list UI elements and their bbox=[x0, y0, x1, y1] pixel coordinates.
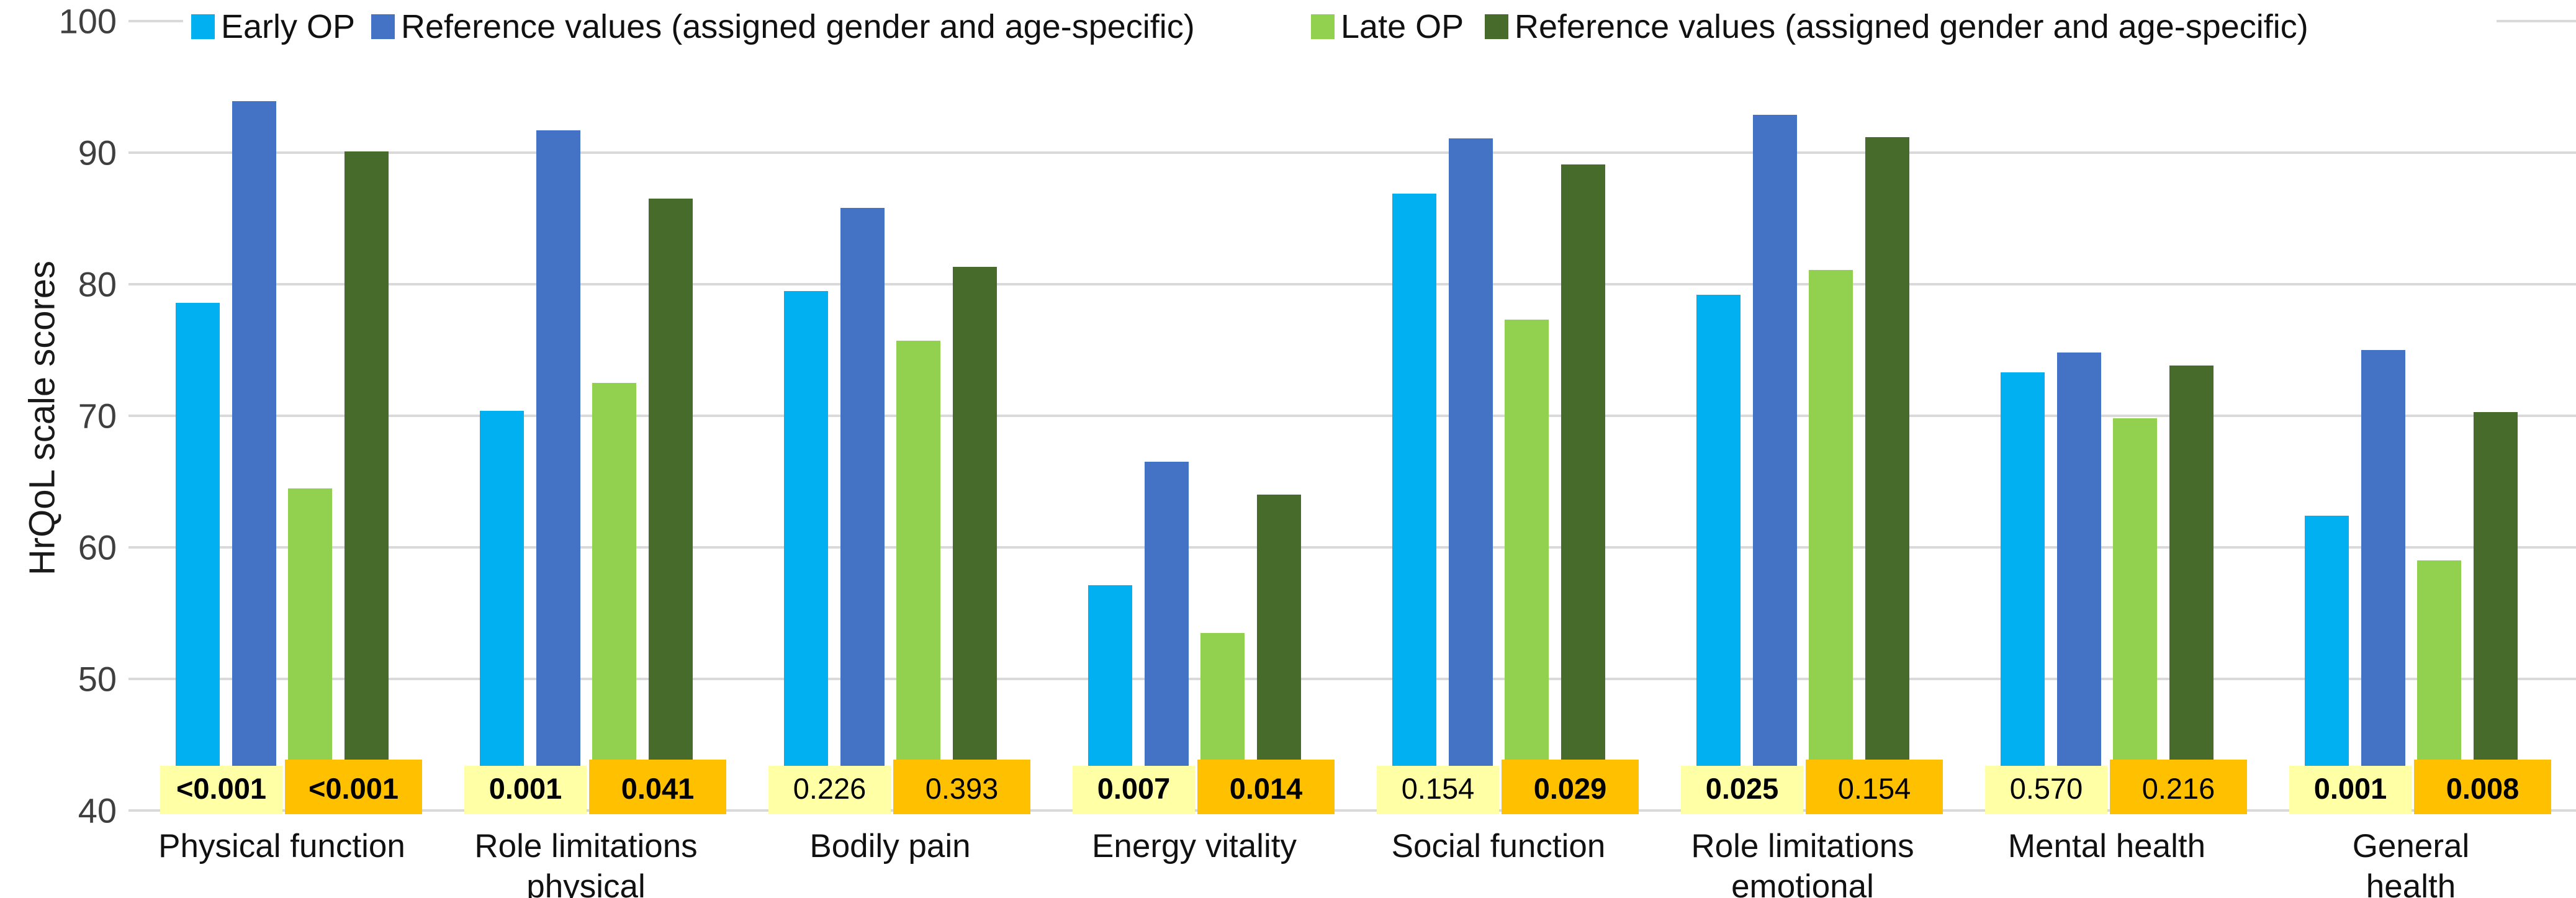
bar-reference-late bbox=[649, 199, 693, 813]
bar-early-op bbox=[1696, 295, 1741, 813]
gridline bbox=[128, 546, 2576, 549]
legend-label: Reference values (assigned gender and ag… bbox=[401, 8, 1195, 45]
bar-reference-early bbox=[536, 130, 580, 813]
p-value-early-vs-reference: 0.001 bbox=[464, 766, 587, 814]
bar-reference-early bbox=[2057, 352, 2101, 813]
x-axis-line bbox=[128, 809, 2576, 812]
bar-reference-early bbox=[1753, 115, 1797, 813]
bar-reference-late bbox=[1561, 164, 1605, 813]
bar-reference-early bbox=[1145, 462, 1189, 813]
x-category-label: Role limitations emotional bbox=[1691, 828, 1914, 898]
x-category-label: Energy vitality bbox=[1092, 828, 1297, 864]
p-value-text: 0.014 bbox=[1229, 772, 1303, 805]
bar-reference-late bbox=[1865, 137, 1909, 813]
bar-reference-late bbox=[2169, 366, 2213, 813]
p-value-late-vs-reference: 0.393 bbox=[893, 760, 1030, 814]
p-value-late-vs-reference: 0.041 bbox=[589, 760, 726, 814]
p-value-text: 0.393 bbox=[925, 772, 999, 805]
y-tick-label: 80 bbox=[78, 264, 117, 304]
legend-swatch-icon bbox=[1311, 14, 1335, 39]
legend-label: Late OP bbox=[1341, 8, 1464, 45]
p-value-text: 0.008 bbox=[2446, 772, 2520, 805]
bar-reference-late bbox=[953, 267, 997, 813]
y-tick-label: 70 bbox=[78, 396, 117, 436]
legend-label: Early OP bbox=[221, 8, 356, 45]
bar-late-op bbox=[1809, 270, 1853, 813]
gridline bbox=[128, 151, 2576, 154]
bar-early-op bbox=[784, 291, 828, 813]
p-value-text: 0.226 bbox=[793, 772, 867, 805]
bar-late-op bbox=[896, 341, 940, 813]
p-value-text: <0.001 bbox=[308, 772, 399, 805]
p-value-late-vs-reference: 0.008 bbox=[2414, 760, 2551, 814]
p-value-text: 0.007 bbox=[1097, 772, 1171, 805]
x-category-label: General health perceptions bbox=[2352, 828, 2470, 898]
bar-reference-early bbox=[840, 208, 885, 813]
p-value-text: 0.041 bbox=[621, 772, 695, 805]
p-value-early-vs-reference: 0.570 bbox=[1985, 766, 2107, 814]
bar-early-op bbox=[176, 303, 220, 813]
bar-reference-early bbox=[2361, 350, 2405, 813]
x-category-label: Physical function bbox=[158, 828, 405, 864]
p-value-early-vs-reference: 0.001 bbox=[2289, 766, 2412, 814]
p-value-early-vs-reference: <0.001 bbox=[160, 766, 282, 814]
p-value-late-vs-reference: 0.154 bbox=[1806, 760, 1943, 814]
p-value-text: 0.001 bbox=[489, 772, 562, 805]
legend-swatch-icon bbox=[191, 14, 215, 39]
p-value-text: 0.154 bbox=[1837, 772, 1911, 805]
bar-reference-early bbox=[232, 101, 276, 813]
x-category-label: Social function bbox=[1391, 828, 1606, 864]
p-value-late-vs-reference: 0.216 bbox=[2110, 760, 2247, 814]
y-tick-label: 90 bbox=[78, 133, 117, 173]
p-value-text: <0.001 bbox=[176, 772, 267, 805]
p-value-text: 0.216 bbox=[2141, 772, 2215, 805]
bar-reference-early bbox=[1449, 138, 1493, 813]
bar-late-op bbox=[1505, 320, 1549, 813]
p-value-early-vs-reference: 0.226 bbox=[768, 766, 891, 814]
gridline bbox=[128, 283, 2576, 285]
p-value-late-vs-reference: 0.014 bbox=[1197, 760, 1335, 814]
p-value-late-vs-reference: <0.001 bbox=[285, 760, 422, 814]
bar-early-op bbox=[2001, 372, 2045, 813]
bar-late-op bbox=[592, 383, 636, 813]
bar-early-op bbox=[1392, 194, 1436, 813]
legend-swatch-icon bbox=[1485, 14, 1508, 39]
x-category-label: Role limitations physical bbox=[474, 828, 698, 898]
legend-item-early-op: Early OP bbox=[191, 7, 355, 46]
bar-early-op bbox=[480, 411, 524, 813]
p-value-early-vs-reference: 0.154 bbox=[1377, 766, 1499, 814]
legend-item-reference-values-assigned-gender-and-age-specific: Reference values (assigned gender and ag… bbox=[1485, 7, 2308, 46]
p-value-early-vs-reference: 0.025 bbox=[1681, 766, 1803, 814]
legend-label: Reference values (assigned gender and ag… bbox=[1515, 8, 2308, 45]
y-tick-label: 60 bbox=[78, 528, 117, 567]
x-category-label: Mental health bbox=[2007, 828, 2206, 864]
y-tick-label: 100 bbox=[58, 1, 117, 41]
gridline bbox=[128, 415, 2576, 417]
bar-reference-late bbox=[2474, 412, 2518, 813]
gridline bbox=[128, 678, 2576, 680]
x-category-label: Bodily pain bbox=[809, 828, 971, 864]
bar-late-op bbox=[288, 488, 332, 813]
p-value-text: 0.570 bbox=[2009, 772, 2083, 805]
p-value-text: 0.029 bbox=[1533, 772, 1607, 805]
gridline-100-segment-right bbox=[2497, 20, 2576, 22]
p-value-text: 0.001 bbox=[2313, 772, 2387, 805]
p-value-text: 0.025 bbox=[1705, 772, 1779, 805]
p-value-late-vs-reference: 0.029 bbox=[1502, 760, 1639, 814]
gridline-100-segment-left bbox=[128, 20, 183, 22]
legend-item-late-op: Late OP bbox=[1311, 7, 1464, 46]
bar-late-op bbox=[2113, 418, 2157, 813]
legend-swatch-icon bbox=[371, 14, 395, 39]
legend-item-reference-values-assigned-gender-and-age-specific: Reference values (assigned gender and ag… bbox=[371, 7, 1195, 46]
p-value-text: 0.154 bbox=[1401, 772, 1475, 805]
p-value-early-vs-reference: 0.007 bbox=[1073, 766, 1195, 814]
bar-early-op bbox=[2305, 516, 2349, 813]
y-tick-label: 40 bbox=[78, 791, 117, 830]
y-tick-label: 50 bbox=[78, 659, 117, 699]
bar-reference-late bbox=[345, 151, 389, 813]
